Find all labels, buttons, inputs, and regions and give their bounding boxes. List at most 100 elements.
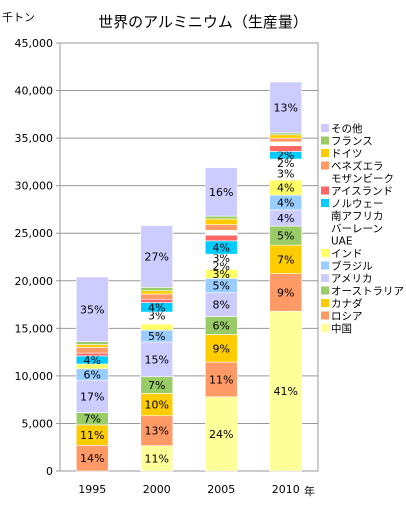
bar-segment bbox=[140, 415, 174, 447]
data-label: 3% bbox=[148, 309, 165, 322]
data-label: 9% bbox=[213, 342, 230, 355]
x-tick-label: 2010 bbox=[272, 483, 300, 496]
bar-segment bbox=[75, 352, 109, 357]
legend-item-label: カナダ bbox=[331, 297, 363, 310]
data-label: 4% bbox=[277, 212, 294, 225]
legend-item-label: その他 bbox=[331, 122, 363, 135]
bar-segment bbox=[140, 293, 174, 300]
data-label: 5% bbox=[277, 230, 294, 243]
data-label: 4% bbox=[277, 182, 294, 195]
data-label: 11% bbox=[209, 373, 233, 386]
data-label: 15% bbox=[145, 353, 169, 366]
bar-segment bbox=[204, 234, 238, 242]
legend-item-label: オーストラリア bbox=[331, 286, 404, 298]
chart-title: 世界のアルミニウム（生産量） bbox=[98, 13, 308, 31]
legend-swatch bbox=[321, 186, 329, 195]
y-tick-label: 15,000 bbox=[15, 322, 54, 335]
data-label: 5% bbox=[148, 330, 165, 343]
x-axis-unit-label: 年 bbox=[304, 484, 315, 498]
bar-segment bbox=[75, 344, 109, 348]
bar-segment bbox=[75, 347, 109, 354]
y-axis-unit-label: 千トン bbox=[2, 11, 35, 24]
legend-item-label: フランス bbox=[331, 136, 373, 148]
bar-segment bbox=[269, 134, 303, 139]
legend-item-label: アイスランド bbox=[331, 186, 393, 198]
bar-segment bbox=[140, 290, 174, 295]
data-label: 14% bbox=[80, 452, 104, 465]
bar-segment bbox=[140, 298, 174, 303]
bar-segment bbox=[204, 361, 238, 398]
legend-swatch bbox=[321, 261, 329, 270]
data-label: 3% bbox=[213, 268, 230, 281]
data-label: 4% bbox=[213, 241, 230, 254]
y-tick-label: 10,000 bbox=[15, 370, 54, 383]
bar-segment bbox=[269, 310, 303, 472]
legend-item-label: ベネズエラ bbox=[331, 160, 384, 173]
data-label: 5% bbox=[213, 280, 230, 293]
data-label: 2% bbox=[277, 149, 294, 162]
bar-segment bbox=[75, 276, 109, 342]
legend-swatch bbox=[320, 223, 330, 233]
bar-segment bbox=[140, 225, 174, 288]
y-tick-label: 25,000 bbox=[15, 227, 54, 240]
bar-segment bbox=[269, 145, 303, 152]
legend-item-label: バーレーン bbox=[331, 223, 383, 235]
axis-layer: 0 5,000 10,000 15,000 20,000 25,000 30,000 35,0… bbox=[15, 37, 300, 496]
bar-segment bbox=[204, 396, 238, 472]
data-label: 13% bbox=[145, 425, 169, 438]
y-tick-label: 0 bbox=[46, 465, 53, 478]
legend-item-label: モザンビーク bbox=[331, 173, 394, 185]
bar-segment bbox=[269, 141, 303, 147]
legend-swatch bbox=[321, 124, 329, 132]
data-label: 13% bbox=[274, 101, 298, 114]
data-label: 41% bbox=[274, 385, 298, 398]
bar-segment bbox=[140, 323, 174, 331]
x-tick-label: 1995 bbox=[78, 483, 106, 496]
bars-layer: 14%11%7%17%6%4%35%11%13%10%7%15%5%3%4%27… bbox=[75, 81, 303, 472]
data-label: 4% bbox=[84, 354, 101, 367]
legend-item-label: ドイツ bbox=[331, 148, 363, 160]
legend-item-label: インド bbox=[331, 248, 363, 260]
bar-segment bbox=[204, 224, 238, 231]
data-label: 6% bbox=[84, 368, 101, 381]
bar-segment bbox=[204, 334, 238, 363]
legend-item-label: 中国 bbox=[331, 322, 352, 335]
data-label: 17% bbox=[80, 390, 104, 403]
data-label: 27% bbox=[145, 250, 169, 263]
legend-swatch bbox=[320, 173, 330, 183]
x-tick-label: 2000 bbox=[143, 483, 171, 496]
legend-swatch bbox=[320, 211, 330, 220]
bar-segment bbox=[204, 215, 238, 220]
legend-swatch bbox=[321, 149, 329, 157]
legend-swatch bbox=[321, 311, 329, 320]
legend-swatch bbox=[321, 136, 329, 145]
legend-item-label: ロシア bbox=[331, 311, 363, 323]
data-label: 11% bbox=[145, 452, 169, 465]
bar-segment bbox=[204, 218, 238, 225]
bar-segment bbox=[204, 167, 238, 217]
legend-item-label: 南アフリカ bbox=[331, 210, 384, 223]
y-tick-label: 35,000 bbox=[15, 132, 54, 145]
y-tick-label: 45,000 bbox=[15, 37, 54, 50]
data-label: 24% bbox=[209, 428, 233, 441]
legend-swatch bbox=[321, 286, 329, 295]
y-tick-label: 30,000 bbox=[15, 180, 54, 193]
data-label: 35% bbox=[80, 303, 104, 316]
data-label: 7% bbox=[148, 379, 165, 392]
legend-item-label: ノルウェー bbox=[331, 198, 384, 210]
bar-segment bbox=[269, 137, 303, 143]
legend-swatch bbox=[321, 199, 329, 207]
bar-segment bbox=[269, 273, 303, 312]
data-label: 11% bbox=[80, 429, 104, 442]
y-tick-label: 40,000 bbox=[15, 85, 54, 98]
data-label: 2% bbox=[277, 157, 294, 170]
legend-swatch bbox=[321, 299, 329, 307]
data-label: 2% bbox=[213, 260, 230, 273]
bar-segment bbox=[140, 445, 174, 472]
data-label: 7% bbox=[84, 413, 101, 426]
bar-segment bbox=[140, 287, 174, 291]
data-label: 7% bbox=[277, 253, 294, 266]
legend-swatch bbox=[321, 249, 329, 257]
